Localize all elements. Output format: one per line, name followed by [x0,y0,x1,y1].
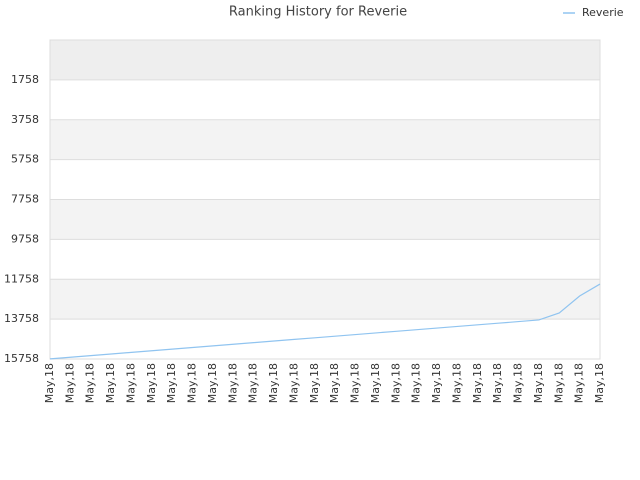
x-tick-label: May,18 [84,363,97,403]
x-tick-label: May,18 [573,363,586,403]
x-tick-label: May,18 [593,363,606,403]
legend-label: Reverie [582,6,624,19]
band [50,199,600,240]
x-tick-label: May,18 [430,363,443,403]
y-tick-label: 11758 [4,272,39,285]
x-tick-label: May,18 [308,363,321,403]
x-tick-label: May,18 [349,363,362,403]
x-tick-label: May,18 [369,363,382,403]
band [50,279,600,320]
y-tick-label: 5758 [11,153,39,166]
x-tick-label: May,18 [226,363,239,403]
x-tick-label: May,18 [491,363,504,403]
x-tick-label: May,18 [124,363,137,403]
x-tick-label: May,18 [63,363,76,403]
x-tick-label: May,18 [512,363,525,403]
x-tick-label: May,18 [247,363,260,403]
x-tick-label: May,18 [43,363,56,403]
y-tick-label: 9758 [11,232,39,245]
x-tick-label: May,18 [186,363,199,403]
x-tick-label: May,18 [450,363,463,403]
x-tick-label: May,18 [471,363,484,403]
x-tick-label: May,18 [206,363,219,403]
chart-title: Ranking History for Reverie [229,5,407,20]
x-tick-label: May,18 [104,363,117,403]
x-tick-label: May,18 [287,363,300,403]
x-tick-label: May,18 [328,363,341,403]
series-line [49,283,601,360]
x-tick-label: May,18 [389,363,402,403]
band [50,40,600,80]
y-tick-label: 3758 [11,113,39,126]
y-tick-label: 7758 [11,193,39,206]
x-tick-label: May,18 [165,363,178,403]
y-tick-label: 1758 [11,73,39,86]
x-tick-label: May,18 [145,363,158,403]
x-tick-label: May,18 [552,363,565,403]
y-tick-label: 15758 [4,352,39,365]
x-tick-label: May,18 [410,363,423,403]
x-tick-label: May,18 [532,363,545,403]
band [50,119,600,160]
x-tick-label: May,18 [267,363,280,403]
y-tick-label: 13758 [4,312,39,325]
